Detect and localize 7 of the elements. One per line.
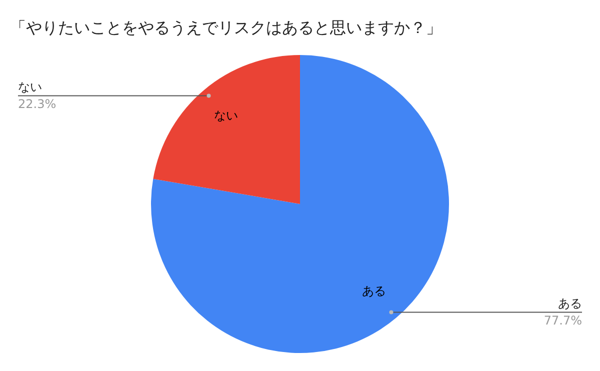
slice-label: ない: [18, 80, 42, 94]
data-label: 22.3%: [18, 96, 56, 111]
slice-label: ある: [362, 284, 386, 298]
slice-label: ある: [558, 296, 582, 310]
chart-title: 「やりたいことをやるうえでリスクはあると思いますか？」: [10, 18, 442, 39]
data-label: 77.7%: [544, 313, 582, 328]
slice-label: ない: [214, 108, 238, 122]
